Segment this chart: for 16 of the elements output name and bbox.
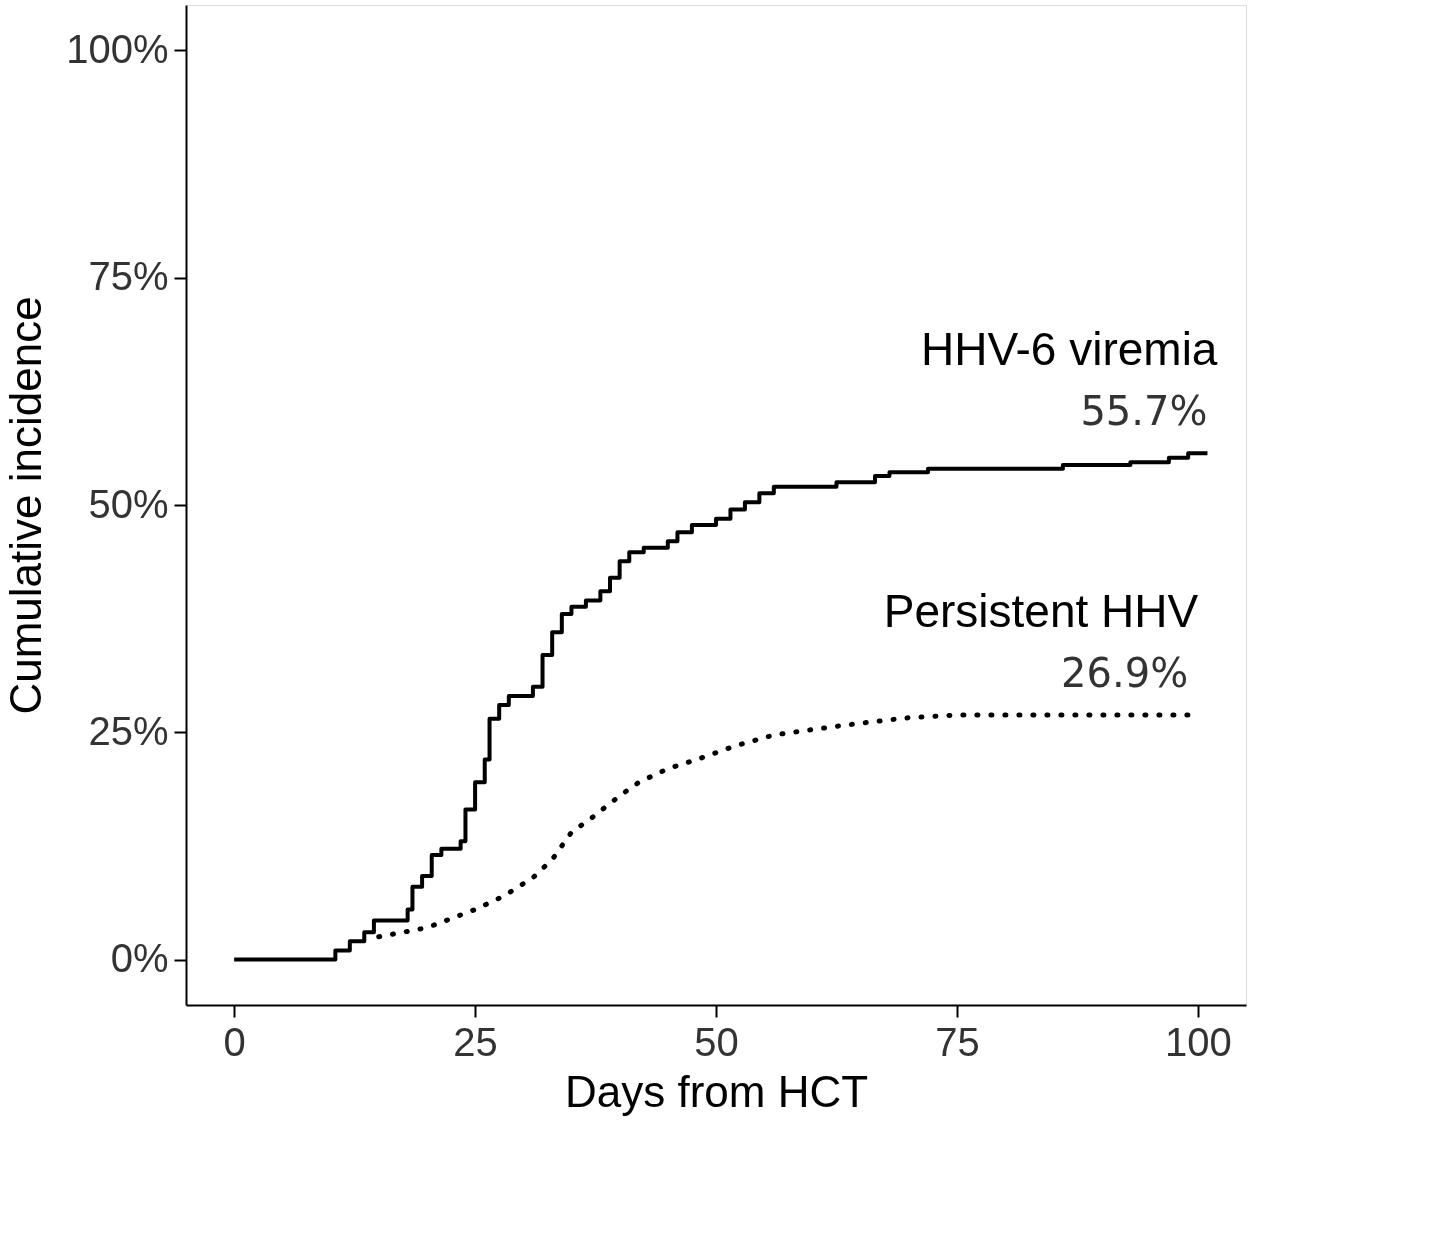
y-tick-label: 75% bbox=[88, 254, 169, 299]
y-tick-label: 100% bbox=[66, 26, 169, 71]
x-axis-title: Days from HCT bbox=[564, 1066, 869, 1116]
y-axis-title: Cumulative incidence bbox=[1, 296, 51, 715]
x-tick-label: 0 bbox=[223, 1019, 246, 1064]
annotation: Persistent HHV bbox=[883, 585, 1199, 637]
x-tick-label: 25 bbox=[453, 1019, 498, 1064]
y-tick-label: 0% bbox=[110, 936, 169, 981]
x-tick-label: 75 bbox=[935, 1019, 980, 1064]
y-tick-label: 25% bbox=[88, 708, 169, 753]
annotation: 55.7% bbox=[1080, 388, 1208, 435]
annotation: HHV-6 viremia bbox=[920, 323, 1218, 376]
x-tick-label: 100 bbox=[1164, 1019, 1232, 1064]
x-tick-label: 50 bbox=[694, 1019, 739, 1064]
annotation: 26.9% bbox=[1061, 650, 1189, 696]
y-tick-label: 50% bbox=[88, 481, 169, 526]
